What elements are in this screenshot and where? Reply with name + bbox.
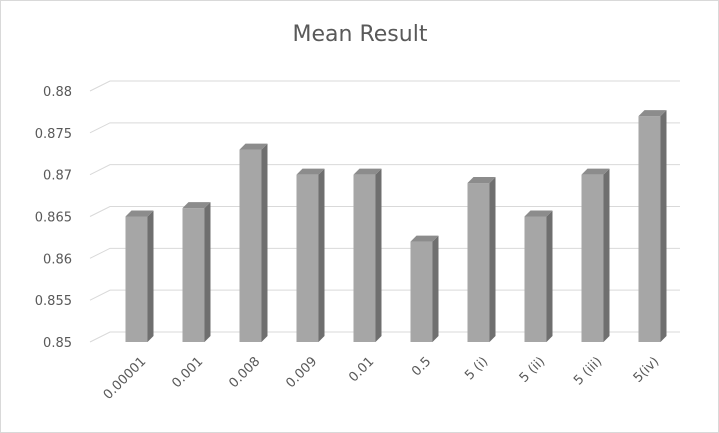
bar-side [147, 210, 154, 342]
bar-side [603, 168, 610, 342]
chart-title: Mean Result [293, 22, 428, 47]
bar [239, 143, 268, 342]
bar-front [125, 216, 148, 342]
bar-front [239, 149, 262, 342]
y-axis-ticks: 0.85 0.855 0.86 0.865 0.87 0.875 0.88 [35, 85, 72, 351]
y-tick-label: 0.875 [35, 127, 72, 142]
bar [638, 110, 667, 342]
gridline [89, 164, 680, 176]
gridline [89, 80, 680, 92]
bars [125, 110, 667, 342]
y-tick-label: 0.88 [43, 85, 72, 100]
y-tick-label: 0.86 [43, 252, 72, 267]
bar-front [182, 208, 205, 342]
y-tick-label: 0.85 [43, 336, 72, 351]
bar-side [261, 143, 268, 342]
bar-side [432, 235, 439, 342]
bar-top [353, 168, 382, 175]
bar-top [125, 210, 154, 217]
bar-front [638, 116, 661, 342]
bar-front [410, 241, 433, 342]
bar-side [375, 168, 382, 342]
bar-side [318, 168, 325, 342]
bar-top [296, 168, 325, 175]
bar [125, 210, 154, 342]
y-tick-label: 0.855 [35, 294, 72, 309]
bar [353, 168, 382, 342]
bar [182, 202, 211, 342]
bar-front [581, 174, 604, 342]
bar-top [410, 235, 439, 242]
gridline [89, 122, 680, 134]
bar [296, 168, 325, 342]
bar-side [489, 177, 496, 342]
bar-side [546, 210, 553, 342]
bar-front [467, 183, 490, 342]
bar-top [524, 210, 553, 217]
bar-top [239, 143, 268, 150]
bar-front [296, 174, 319, 342]
bar-side [204, 202, 211, 342]
bar-side [660, 110, 667, 342]
bar-top [467, 177, 496, 184]
bar-top [638, 110, 667, 117]
bar-top [581, 168, 610, 175]
bar [467, 177, 496, 342]
bar-top [182, 202, 211, 209]
y-tick-label: 0.865 [35, 211, 72, 226]
bar [524, 210, 553, 342]
bar-front [524, 216, 547, 342]
bar [410, 235, 439, 342]
bar-front [353, 174, 376, 342]
bar [581, 168, 610, 342]
y-tick-label: 0.87 [43, 169, 72, 184]
